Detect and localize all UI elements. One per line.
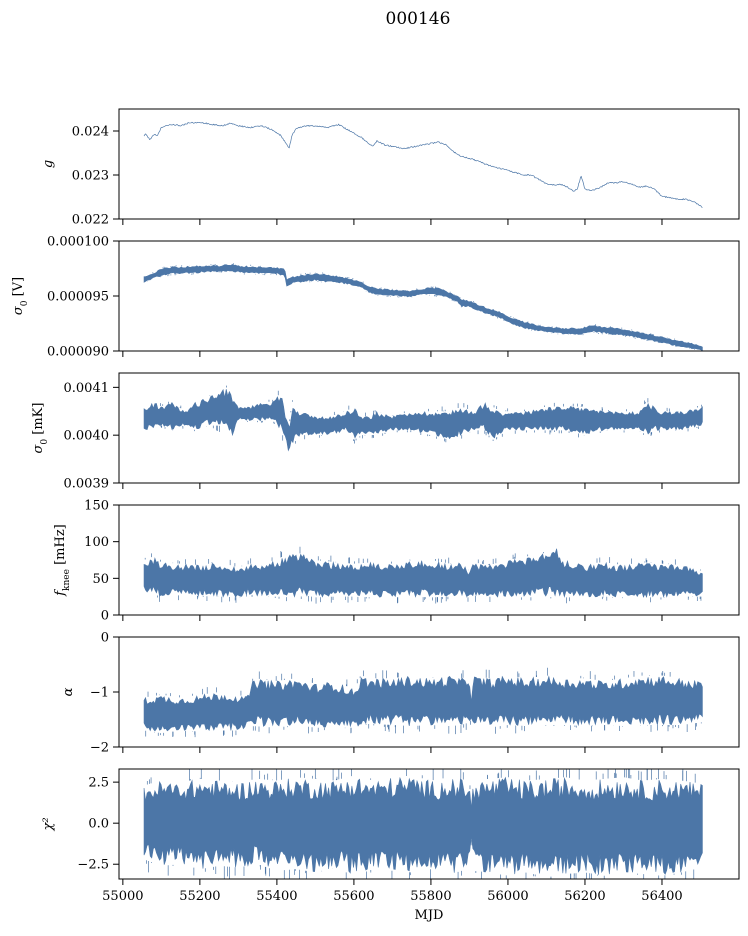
plot-area: [143, 667, 703, 738]
series-spikes: [145, 667, 702, 738]
x-tick-label: 56400: [641, 889, 682, 904]
y-tick-label: 0: [101, 609, 109, 624]
x-axis-label: MJD: [415, 908, 444, 923]
series-line: [143, 121, 703, 208]
subplot-4: 0 50 100 150 fknee [mHz]: [53, 499, 740, 624]
y-axis-label: fknee [mHz]: [53, 524, 72, 597]
subplot-6: −2.5 0.0 2.5 55000 55200 55400 55600 55800 56000…: [41, 768, 740, 923]
subplot-1: 0.022 0.023 0.024 g: [41, 108, 740, 228]
series-spikes: [146, 769, 696, 879]
y-tick-label: 0.000095: [47, 290, 109, 305]
y-tick-label: −1: [90, 686, 109, 701]
series-spikes: [144, 546, 702, 604]
y-tick-label: 100: [84, 535, 109, 550]
plot-area: [143, 263, 703, 351]
axes-frame: [118, 372, 740, 484]
subplot-3: 0.0039 0.0040 0.0041 σ0 [mK]: [31, 372, 740, 492]
x-tick-label: 56000: [487, 889, 528, 904]
plot-area: [143, 769, 703, 879]
y-axis-label: σ0 [V]: [11, 277, 30, 315]
series-band: [143, 264, 703, 351]
axes-frame: [118, 768, 740, 880]
y-tick-label: 0.0041: [64, 381, 110, 396]
subplot-2: 0.000090 0.000095 0.000100 σ0 [V]: [11, 235, 740, 360]
y-tick-label: 0.024: [72, 125, 109, 140]
y-tick-label: 0.0040: [64, 429, 110, 444]
x-tick-label: 55400: [256, 889, 297, 904]
y-tick-label: 0.0039: [64, 477, 110, 492]
y-tick-label: 50: [92, 572, 109, 587]
y-tick-label: −2: [90, 741, 109, 756]
series-band: [143, 388, 703, 452]
plot-area: [143, 385, 703, 452]
figure-title: 000146: [386, 9, 451, 29]
series-spikes: [160, 385, 702, 444]
y-tick-label: 0.000090: [47, 345, 109, 360]
series-band: [143, 675, 703, 732]
y-axis-label: α: [61, 687, 76, 696]
x-tick-label: 55600: [333, 889, 374, 904]
subplot-panels: 0.0220.0230.024g0.0000900.0000950.000100…: [11, 108, 740, 923]
x-tick-label: 56200: [564, 889, 605, 904]
series-spikes: [147, 263, 702, 351]
x-tick-label: 55000: [102, 889, 143, 904]
y-tick-label: 2.5: [88, 776, 109, 791]
y-tick-label: 0.000100: [47, 235, 109, 250]
y-axis-label: σ0 [mK]: [31, 403, 50, 454]
plot-area: [143, 546, 703, 604]
y-axis-label: g: [41, 160, 56, 168]
series-band: [143, 776, 703, 875]
axes-frame: [118, 504, 740, 616]
series-band: [143, 548, 703, 598]
y-axis-label: χ²: [41, 817, 56, 831]
x-tick-label: 55200: [179, 889, 220, 904]
y-tick-label: 0.023: [72, 169, 109, 184]
y-tick-label: 150: [84, 499, 109, 514]
y-tick-label: −2.5: [77, 858, 109, 873]
x-tick-label: 55800: [410, 889, 451, 904]
axes-frame: [118, 108, 740, 220]
subplot-5: −2 −1 0 α: [61, 631, 740, 756]
y-tick-label: 0.022: [72, 213, 109, 228]
y-tick-label: 0.0: [88, 817, 109, 832]
plot-area: [143, 121, 703, 208]
y-tick-label: 0: [101, 631, 109, 646]
